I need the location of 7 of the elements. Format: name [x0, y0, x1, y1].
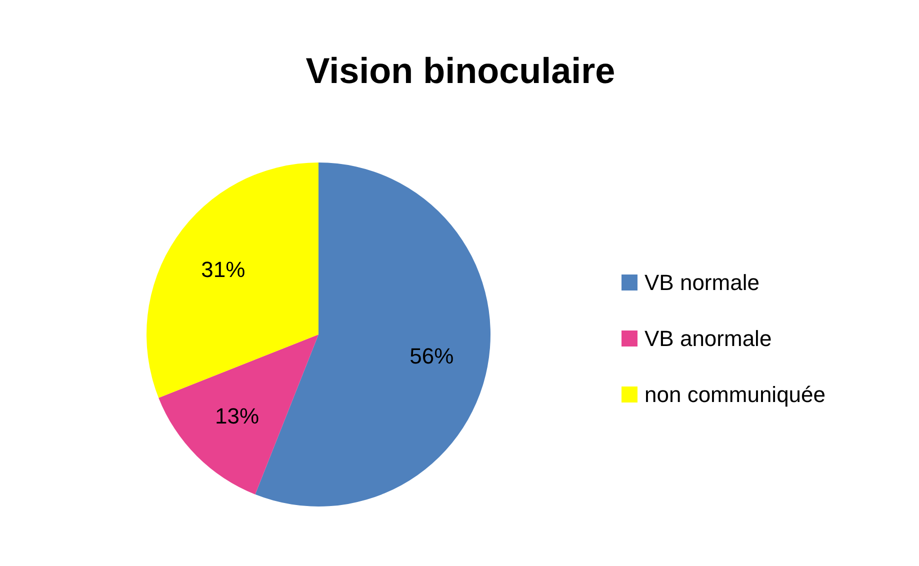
legend-label: VB anormale: [644, 326, 772, 351]
legend-label: VB normale: [644, 270, 760, 295]
data-label: 56%: [410, 344, 454, 369]
data-label: 13%: [214, 403, 260, 428]
chart-title: Vision binoculaire: [306, 50, 616, 91]
legend-label: non communiquée: [644, 382, 826, 407]
data-label: 31%: [201, 257, 246, 282]
